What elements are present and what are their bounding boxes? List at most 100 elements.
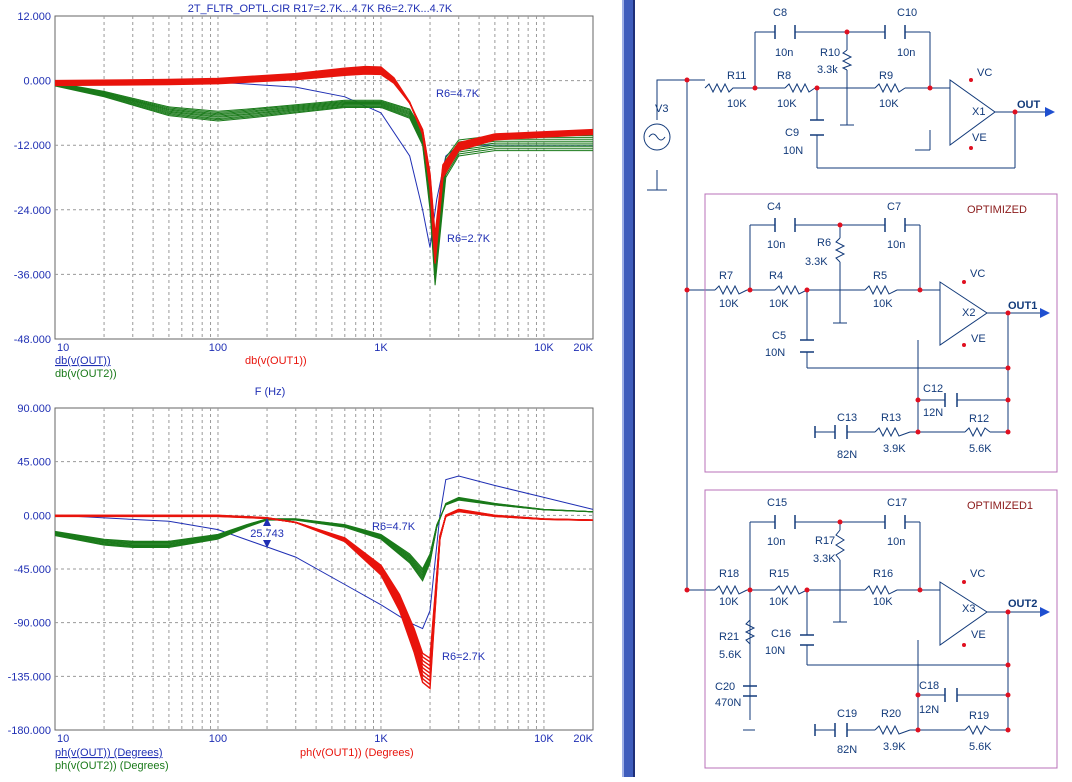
phase-plot[interactable]: 90.000 45.000 0.000 -45.000 -90.000 -135.000 -… [8, 403, 594, 772]
schematic-label[interactable]: C19 [837, 708, 857, 720]
schematic-label[interactable]: VC [977, 67, 992, 79]
schematic-label[interactable]: 82N [837, 744, 857, 756]
schematic-label[interactable]: 470N [715, 697, 741, 709]
plot-frame [54, 15, 594, 340]
schematic-label[interactable]: 3.3K [813, 553, 836, 565]
schematic-label[interactable]: C10 [897, 7, 917, 19]
schematic-label[interactable]: 10n [887, 239, 905, 251]
schematic-label[interactable]: C13 [837, 412, 857, 424]
schematic-label[interactable]: VC [970, 568, 985, 580]
schematic-canvas[interactable]: C8 10n C10 10n R10 3.3k R11 10K R8 10K R9 10K C9 10N V… [635, 0, 1072, 777]
schematic-label[interactable]: 12N [923, 407, 943, 419]
schematic-label[interactable]: R12 [969, 413, 989, 425]
schematic-label[interactable]: OUT2 [1008, 598, 1037, 610]
schematic-label[interactable]: 10N [765, 347, 785, 359]
schematic-label[interactable]: X2 [962, 307, 975, 319]
schematic-label[interactable]: C17 [887, 497, 907, 509]
schematic-label[interactable]: OPTIMIZED [967, 204, 1027, 216]
schematic-label[interactable]: 10N [765, 645, 785, 657]
schematic-label[interactable]: 10n [767, 239, 785, 251]
voltage-source-icon[interactable] [643, 123, 671, 151]
schematic-label[interactable]: 82N [837, 449, 857, 461]
schematic-label[interactable]: C9 [785, 127, 799, 139]
schematic-label[interactable]: 3.3k [817, 64, 838, 76]
schematic-label[interactable]: 10n [775, 47, 793, 59]
schematic-label[interactable]: R9 [879, 70, 893, 82]
legend-entry[interactable]: db(v(OUT2)) [55, 368, 117, 380]
schematic-label[interactable]: 10K [727, 98, 747, 110]
schematic-label[interactable]: VE [971, 629, 986, 641]
schematic-label[interactable]: X3 [962, 603, 975, 615]
schematic-label[interactable]: VE [971, 333, 986, 345]
legend-entry[interactable]: ph(v(OUT)) (Degrees) [55, 747, 163, 759]
schematic-label[interactable]: 10K [719, 596, 739, 608]
schematic-label[interactable]: 5.6K [969, 443, 992, 455]
cursor-marker[interactable] [263, 518, 272, 526]
schematic-label[interactable]: 10n [897, 47, 915, 59]
cursor-marker[interactable] [263, 540, 272, 548]
schematic-label[interactable]: C7 [887, 201, 901, 213]
schematic-label[interactable]: 10K [769, 596, 789, 608]
legend-entry[interactable]: db(v(OUT1)) [245, 355, 307, 367]
series-line-1 [55, 85, 593, 286]
schematic-label[interactable]: R19 [969, 710, 989, 722]
schematic-label[interactable]: 10N [783, 145, 803, 157]
schematic-label[interactable]: 10K [769, 298, 789, 310]
schematic-label[interactable]: 5.6K [969, 741, 992, 753]
legend-entry[interactable]: ph(v(OUT2)) (Degrees) [55, 760, 169, 772]
output-arrow-icons [1040, 107, 1055, 617]
schematic-label[interactable]: 10K [879, 98, 899, 110]
schematic-label[interactable]: C15 [767, 497, 787, 509]
schematic-label[interactable]: OUT1 [1008, 300, 1037, 312]
schematic-label[interactable]: 12N [919, 704, 939, 716]
schematic-label[interactable]: R21 [719, 631, 739, 643]
schematic-label[interactable]: C4 [767, 201, 781, 213]
magnitude-plot[interactable]: 12.000 0.000 -12.000 -24.000 -36.000 -48.000 1… [14, 11, 594, 380]
schematic-label[interactable]: V3 [655, 103, 668, 115]
y-tick-label: -180.000 [8, 725, 51, 737]
schematic-label[interactable]: OUT [1017, 99, 1041, 111]
schematic-label[interactable]: C16 [771, 628, 791, 640]
schematic-label[interactable]: C12 [923, 383, 943, 395]
schematic-label[interactable]: R15 [769, 568, 789, 580]
schematic-label[interactable]: 10K [873, 596, 893, 608]
curve-annotation: R6=4.7K [436, 88, 480, 100]
schematic-label[interactable]: R4 [769, 270, 783, 282]
schematic-label[interactable]: 10K [719, 298, 739, 310]
schematic-label[interactable]: VE [972, 132, 987, 144]
opamp-icons[interactable] [939, 79, 996, 646]
schematic-label[interactable]: C20 [715, 681, 735, 693]
schematic-label[interactable]: 3.9K [883, 741, 906, 753]
schematic-label[interactable]: R20 [881, 708, 901, 720]
schematic-label[interactable]: R7 [719, 270, 733, 282]
schematic-label[interactable]: R17 [815, 535, 835, 547]
schematic-label[interactable]: R6 [817, 237, 831, 249]
schematic-label[interactable]: 10n [887, 536, 905, 548]
legend-entry[interactable]: db(v(OUT)) [55, 355, 111, 367]
schematic-label[interactable]: R8 [777, 70, 791, 82]
schematic-label[interactable]: VC [970, 268, 985, 280]
schematic-label[interactable]: OPTIMIZED1 [967, 500, 1033, 512]
schematic-label[interactable]: R16 [873, 568, 893, 580]
schematic-label[interactable]: C5 [772, 330, 786, 342]
legend-entry[interactable]: ph(v(OUT1)) (Degrees) [300, 747, 414, 759]
schematic-label[interactable]: 10n [767, 536, 785, 548]
schematic-label[interactable]: R18 [719, 568, 739, 580]
optimized-box [704, 193, 1058, 473]
schematic-label[interactable]: R13 [881, 412, 901, 424]
schematic-label[interactable]: 10K [873, 298, 893, 310]
freq-axis-label: F (Hz) [255, 386, 286, 398]
schematic-label[interactable]: R10 [820, 47, 840, 59]
analysis-plots: 2T_FLTR_OPTL.CIR R17=2.7K...4.7K R6=2.7K… [8, 3, 594, 772]
schematic-label[interactable]: C18 [919, 680, 939, 692]
schematic-label[interactable]: 3.9K [883, 443, 906, 455]
schematic-label[interactable]: 3.3K [805, 256, 828, 268]
schematic-label[interactable]: R11 [727, 70, 746, 82]
schematic-label[interactable]: X1 [972, 106, 985, 118]
x-tick-label: 10K [534, 342, 554, 354]
schematic-label[interactable]: R5 [873, 270, 887, 282]
schematic-label[interactable]: C8 [773, 7, 787, 19]
schematic-label[interactable]: 10K [777, 98, 797, 110]
schematic-label[interactable]: 5.6K [719, 649, 742, 661]
pane-divider[interactable] [622, 0, 635, 777]
